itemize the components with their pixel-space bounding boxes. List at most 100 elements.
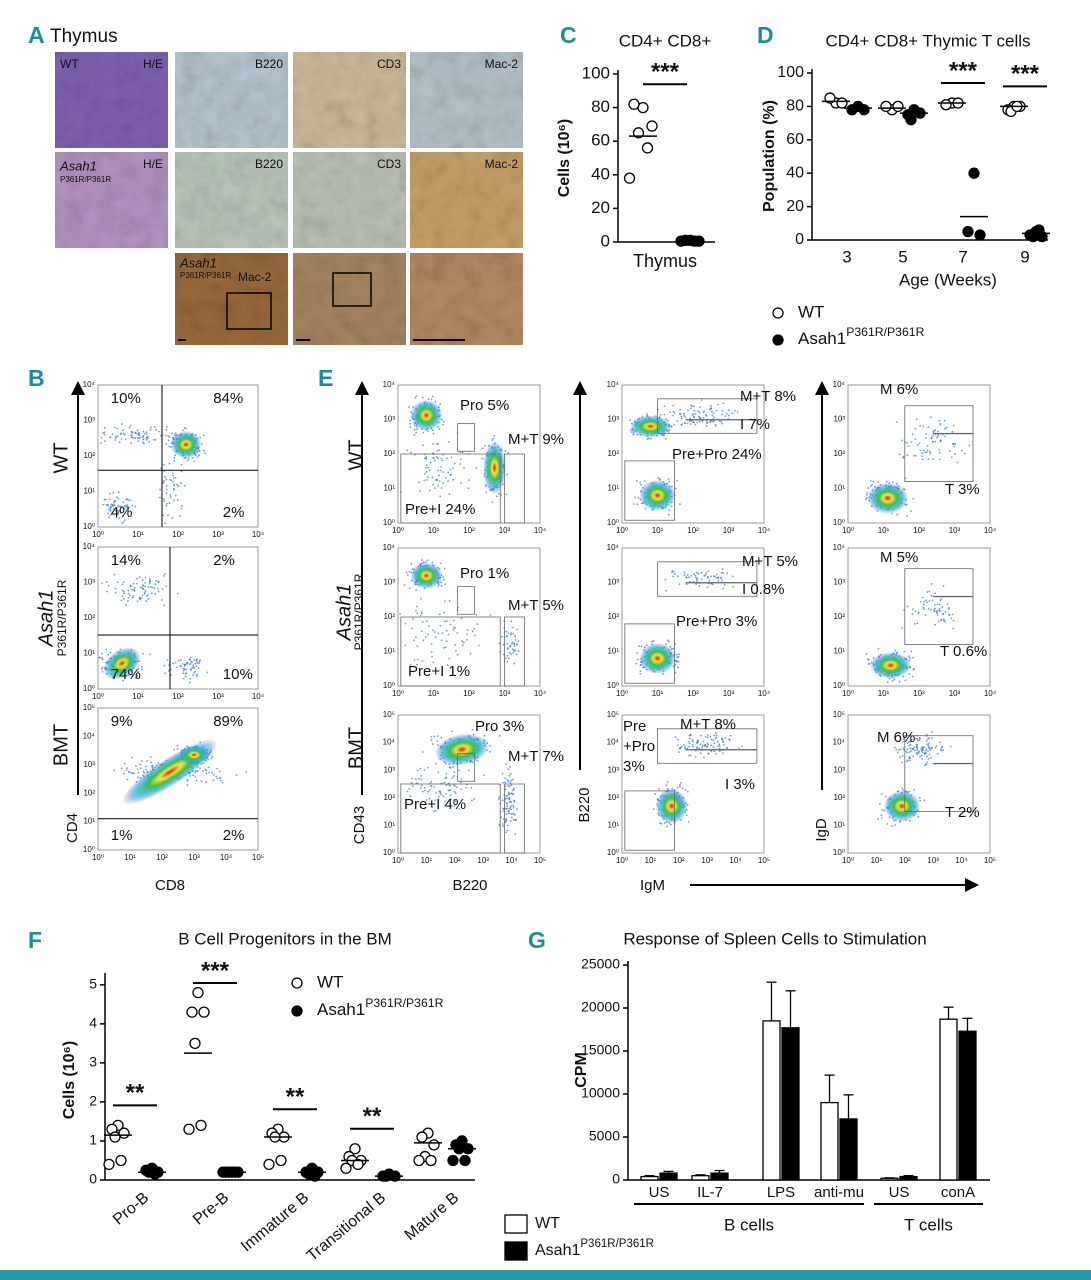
flow-event <box>921 749 924 752</box>
flow-event <box>432 432 435 435</box>
x-tick-label: LPS <box>767 1184 795 1201</box>
flow-event <box>144 576 147 579</box>
flow-event <box>718 743 720 746</box>
flow-event <box>116 581 119 584</box>
flow-event <box>176 483 178 486</box>
flow-event <box>437 457 440 460</box>
data-point <box>349 1143 361 1155</box>
flow-event <box>204 452 206 455</box>
flow-event <box>921 746 924 749</box>
flow-event <box>508 808 511 810</box>
flow-event <box>722 741 725 744</box>
flow-event <box>139 436 142 439</box>
flow-event <box>168 669 170 672</box>
flow-event <box>467 769 470 772</box>
flow-tick-label: 10³ <box>833 415 845 424</box>
flow-event <box>951 613 954 616</box>
flow-event <box>676 786 679 789</box>
flow-event <box>108 516 110 519</box>
flow-event <box>707 577 710 579</box>
flow-event <box>510 816 513 819</box>
flow-event <box>892 481 894 483</box>
flow-event <box>110 503 113 506</box>
flow-density <box>870 652 912 679</box>
flow-event <box>173 499 175 502</box>
flow-event <box>692 573 695 575</box>
flow-event <box>950 617 953 620</box>
y-tick-label: 25000 <box>581 956 620 972</box>
flow-event <box>514 639 517 641</box>
bar <box>659 1172 678 1181</box>
flow-event <box>671 569 674 572</box>
significance-label: *** <box>949 57 978 84</box>
flow-event <box>138 596 141 599</box>
flow-event <box>906 742 909 745</box>
flow-event <box>929 749 932 751</box>
flow-event <box>136 437 139 439</box>
flow-event <box>710 575 712 578</box>
flow-event <box>675 653 678 656</box>
flow-tick-label: 10⁰ <box>83 684 95 693</box>
flow-event <box>142 770 145 773</box>
flow-event <box>425 620 428 623</box>
flow-event <box>679 781 682 784</box>
flow-event <box>906 454 909 457</box>
flow-event <box>687 409 689 412</box>
flow-event <box>449 468 452 471</box>
flow-event <box>510 792 513 795</box>
flow-tick-label: 10⁴ <box>833 543 846 552</box>
flow-tick-label: 10³ <box>499 526 511 535</box>
significance-label: ** <box>126 1080 145 1107</box>
flow-event <box>506 642 509 645</box>
flow-event <box>192 774 194 777</box>
flow-event <box>927 750 929 753</box>
flow-event <box>200 443 203 446</box>
flow-event <box>434 799 436 802</box>
flow-event <box>121 589 124 592</box>
flow-gate <box>457 753 476 782</box>
flow-event <box>144 581 146 584</box>
flow-event <box>406 449 409 452</box>
flow-event <box>440 487 443 489</box>
panel-letter: A <box>28 22 45 48</box>
flow-event <box>153 587 156 589</box>
flow-event <box>448 789 451 791</box>
flow-event <box>463 466 465 469</box>
flow-event <box>689 733 692 736</box>
flow-event <box>126 504 129 506</box>
flow-event <box>131 588 134 591</box>
flow-event <box>675 660 678 663</box>
bar <box>691 1175 710 1181</box>
flow-event <box>938 603 941 606</box>
flow-event <box>866 658 869 661</box>
flow-tick-label: 10³ <box>607 415 619 424</box>
flow-event <box>678 751 680 753</box>
flow-event <box>912 608 914 611</box>
flow-event <box>449 766 452 769</box>
flow-event <box>103 431 106 434</box>
flow-tick-label: 10² <box>687 526 699 535</box>
flow-event <box>715 576 718 579</box>
flow-event <box>909 819 911 822</box>
flow-tick-label: 10⁰ <box>392 856 404 865</box>
flow-event <box>435 442 438 445</box>
flow-event <box>914 749 916 752</box>
flow-event <box>442 423 444 426</box>
flow-tick-label: 10¹ <box>83 649 95 658</box>
panel-letter: E <box>318 365 333 391</box>
row-label: WT <box>345 439 367 470</box>
stain-label: B220 <box>255 157 283 171</box>
flow-event <box>916 444 919 446</box>
flow-event <box>109 509 112 511</box>
flow-event <box>948 607 950 610</box>
flow-event <box>205 781 208 783</box>
flow-event <box>673 570 675 573</box>
flow-event <box>686 790 689 793</box>
flow-event <box>450 473 453 476</box>
flow-event <box>221 781 224 784</box>
flow-event <box>942 585 945 587</box>
flow-event <box>434 791 437 794</box>
flow-event <box>176 592 179 595</box>
flow-event <box>701 744 704 747</box>
flow-event <box>672 404 675 407</box>
